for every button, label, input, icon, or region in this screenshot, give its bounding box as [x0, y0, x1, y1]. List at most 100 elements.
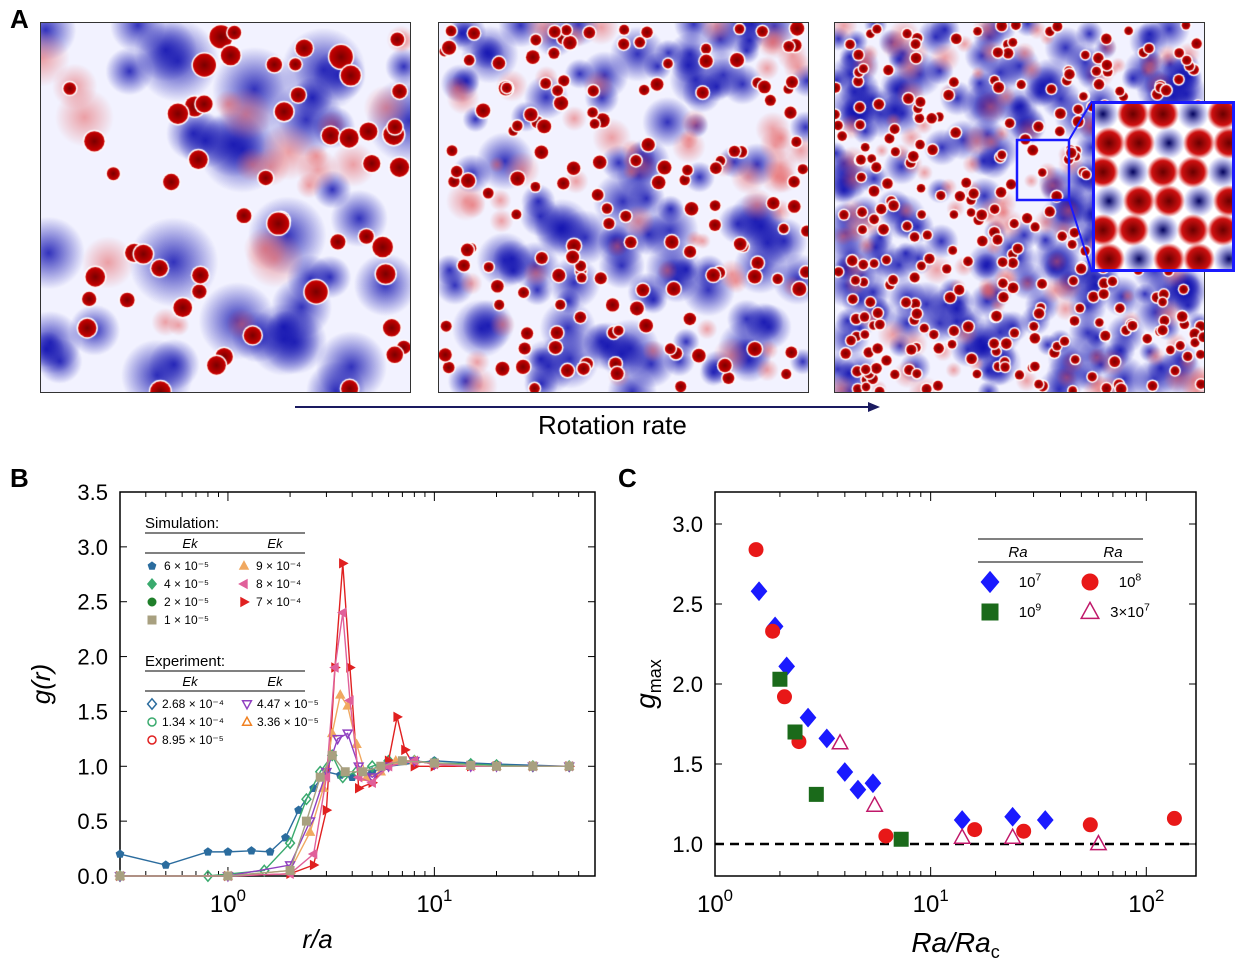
panel-a-letter: A — [10, 4, 29, 34]
legend-c: Ra Ra 107 108 109 3×107 — [978, 538, 1150, 621]
x-axis-label: Ra/Rac — [911, 927, 999, 960]
y-tick-label: 2.5 — [672, 592, 703, 617]
legend-marker — [146, 578, 158, 590]
legend-label: 8.95 × 10⁻⁵ — [162, 733, 224, 747]
y-tick-label: 2.5 — [77, 590, 108, 615]
data-point — [893, 831, 909, 847]
legend-marker — [241, 715, 253, 726]
legend-label: 1 × 10⁻⁵ — [164, 613, 209, 627]
legend-title: Experiment: — [145, 653, 225, 670]
legend-label: 7 × 10⁻⁴ — [256, 595, 301, 609]
data-point — [967, 822, 983, 838]
series-line — [120, 732, 570, 877]
plot-frame — [119, 491, 596, 877]
legend-title: Simulation: — [145, 515, 219, 532]
data-point — [1166, 810, 1182, 826]
y-tick-label: 2.0 — [672, 672, 703, 697]
x-tick-label: 100 — [697, 886, 733, 918]
data-point — [358, 767, 368, 777]
data-point — [865, 795, 884, 812]
data-point — [818, 728, 836, 749]
data-point — [284, 836, 296, 850]
y-tick-label: 1.5 — [77, 699, 108, 724]
data-point — [366, 777, 376, 788]
data-point — [339, 558, 349, 569]
legend-marker — [981, 603, 999, 621]
data-point — [1082, 817, 1098, 833]
chart-c: 1.0 1.5 2.0 2.5 3.0 100 101 102 Ra/Rac gmax Ra Ra 10… — [630, 491, 1197, 960]
data-point — [878, 828, 894, 844]
legend-label: 8 × 10⁻⁴ — [256, 577, 301, 591]
data-point — [765, 623, 781, 639]
y-axis-label: g(r) — [26, 664, 56, 704]
data-point — [776, 689, 792, 705]
data-point — [203, 847, 213, 856]
y-tick-label: 2.0 — [77, 645, 108, 670]
legend-marker — [147, 597, 157, 607]
y-tick-label: 3.0 — [672, 512, 703, 537]
data-point — [492, 761, 502, 771]
data-point — [849, 779, 867, 800]
x-tick-label: 100 — [210, 886, 246, 918]
legend-label: 3×107 — [1110, 601, 1150, 621]
legend-label: 107 — [1019, 571, 1042, 591]
legend-b: Simulation: Ek Ek 6 × 10⁻⁵ 4 × 10⁻⁵ 2 × 10⁻⁵ 1… — [145, 515, 319, 747]
data-point — [401, 744, 411, 756]
legend-marker — [240, 596, 250, 608]
legend-marker — [147, 735, 157, 745]
data-point — [341, 729, 354, 740]
data-point — [247, 846, 256, 855]
zoom-inset — [1092, 101, 1235, 272]
y-tick-label: 3.0 — [77, 535, 108, 560]
legend-col-header: Ek — [267, 674, 284, 689]
x-tick-label: 101 — [416, 886, 452, 918]
convection-field-low-rotation — [40, 22, 411, 393]
series-4 — [114, 729, 575, 883]
legend-label: 2 × 10⁻⁵ — [164, 595, 209, 609]
data-point — [223, 847, 233, 856]
x-axis-label: r/a — [302, 924, 332, 954]
legend-marker — [147, 717, 157, 727]
data-point — [202, 869, 214, 883]
series-0 — [750, 581, 1054, 830]
data-point — [1016, 823, 1032, 839]
panel-b-letter: B — [10, 463, 29, 493]
series-3 — [831, 733, 1108, 851]
data-point — [331, 734, 344, 746]
chart-b: 0.0 0.5 1.0 1.5 2.0 2.5 3.0 3.5 100 101 r/a g(r) Sim… — [26, 480, 596, 954]
data-point — [831, 733, 849, 750]
legend-marker — [241, 700, 253, 711]
zoom-source-box — [1015, 138, 1071, 202]
series-6 — [115, 750, 574, 881]
data-point — [327, 750, 337, 760]
legend-label: 108 — [1119, 571, 1142, 591]
panel-c-letter: C — [618, 463, 637, 493]
data-point — [953, 827, 972, 844]
data-point — [309, 859, 320, 871]
data-point — [528, 761, 538, 771]
data-point — [355, 782, 365, 794]
legend-marker — [147, 615, 157, 625]
data-point — [281, 832, 290, 842]
legend-marker — [238, 560, 250, 570]
data-point — [351, 738, 362, 749]
data-point — [772, 671, 788, 687]
y-tick-label: 1.0 — [77, 754, 108, 779]
data-point — [750, 581, 768, 602]
y-tick-label: 0.5 — [77, 809, 108, 834]
convection-field-mid-rotation — [438, 22, 809, 393]
data-point — [353, 762, 365, 773]
data-point — [366, 773, 378, 784]
data-point — [304, 826, 316, 836]
data-point — [329, 662, 339, 673]
series-1 — [748, 542, 1182, 844]
x-tick-label: 101 — [913, 886, 949, 918]
legend-marker — [1081, 573, 1099, 591]
data-point — [787, 724, 803, 740]
data-point — [301, 792, 312, 806]
rotation-rate-arrow — [295, 402, 880, 412]
data-point — [808, 786, 824, 802]
data-point — [344, 695, 354, 706]
legend-label: 9 × 10⁻⁴ — [256, 559, 301, 573]
data-point — [115, 849, 125, 858]
